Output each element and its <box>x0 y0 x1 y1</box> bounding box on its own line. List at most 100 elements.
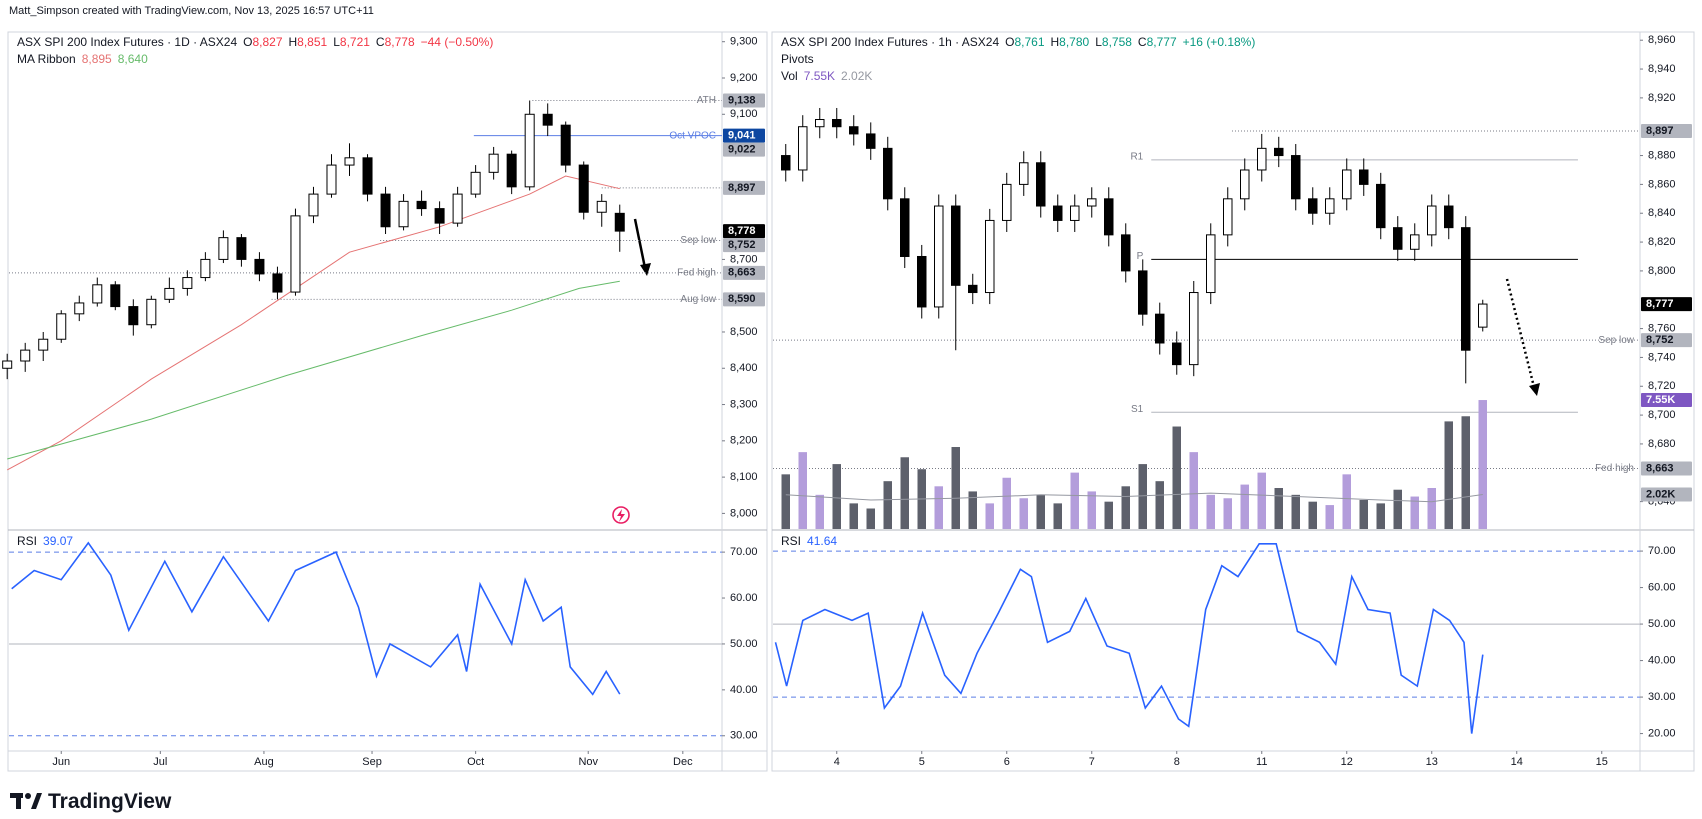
candle-body <box>781 155 791 171</box>
candle-body <box>398 200 409 228</box>
candle-body <box>20 349 31 362</box>
chart-title: ASX SPI 200 Index Futures · 1h · ASX24 <box>781 35 1000 49</box>
candle-body <box>968 284 978 294</box>
price-badge-box <box>723 180 765 195</box>
annotation-arrow <box>1505 278 1540 396</box>
ohlc: C8,777 <box>1138 35 1177 49</box>
candle-body <box>1376 183 1386 229</box>
y-tick-label: 8,700 <box>730 253 758 265</box>
volume-bar <box>1223 498 1232 529</box>
volume-bar <box>1121 486 1130 529</box>
candle-body <box>1206 234 1216 294</box>
candle-body <box>1155 313 1165 344</box>
price-badge: 8,752 <box>1641 333 1692 348</box>
ohlc: L8,721 <box>333 35 370 49</box>
ohlc-key: L <box>333 35 340 49</box>
candle-body <box>2 360 13 369</box>
ohlc-value: 8,721 <box>339 35 370 49</box>
candle-body <box>1087 198 1097 207</box>
y-tick-label: 9,100 <box>730 108 758 120</box>
ohlc-key: L <box>1095 35 1102 49</box>
price-badge-label: 9,138 <box>728 94 756 106</box>
candle-body <box>883 147 893 200</box>
volume-bar <box>1240 484 1249 529</box>
level-label: ATH <box>697 95 716 106</box>
rsi-y-tick-label: 60.00 <box>730 592 758 604</box>
rsi-name: RSI <box>781 534 802 548</box>
header-line: Pivots <box>781 51 1261 68</box>
brand: TradingView <box>48 790 172 813</box>
ohlc-key: H <box>1050 35 1060 49</box>
candle-body <box>1223 198 1233 236</box>
candle-body <box>596 200 607 213</box>
volume-bar <box>1053 503 1062 529</box>
candle-body <box>308 193 319 217</box>
volume-bar <box>832 464 841 529</box>
pane-frame <box>771 31 1695 772</box>
volume-bar <box>951 447 960 529</box>
candle-body <box>934 205 944 308</box>
volume-bar <box>1036 494 1045 529</box>
ohlc-key: O <box>1005 35 1015 49</box>
y-tick-label: 8,700 <box>1648 409 1676 421</box>
level-label: Sep low <box>680 235 716 246</box>
candle-body <box>146 298 157 326</box>
x-tick-label: 4 <box>834 756 840 768</box>
y-tick-label: 8,100 <box>730 471 758 483</box>
x-tick-label: Jun <box>52 756 70 768</box>
ohlc-value: 8,827 <box>252 35 283 49</box>
volume-bar <box>883 481 892 529</box>
header-line: ASX SPI 200 Index Futures · 1h · ASX24 O8… <box>781 34 1261 51</box>
volume-bar <box>1393 489 1402 529</box>
candle-body <box>506 153 517 188</box>
candle-body <box>362 157 373 195</box>
ohlc-value: 8,780 <box>1059 35 1090 49</box>
x-tick-label: 13 <box>1426 756 1438 768</box>
volume-bar <box>985 503 994 529</box>
volume-ma-value: 2.02K <box>841 69 873 83</box>
candle-body <box>798 126 808 171</box>
rsi-value: 41.64 <box>807 534 838 548</box>
volume-ma-line <box>785 492 1483 503</box>
volume-bar <box>1478 400 1487 529</box>
rsi-y-tick-label: 40.00 <box>730 684 758 696</box>
candle-body <box>1257 147 1267 171</box>
candle-body <box>578 164 589 213</box>
ohlc: O8,761 <box>1005 35 1044 49</box>
candle-body <box>1240 169 1250 200</box>
candle-body <box>1104 198 1114 236</box>
price-badge-box <box>723 93 765 108</box>
candle-body <box>614 212 625 232</box>
volume-bar <box>900 457 909 529</box>
price-badge-box <box>723 142 765 157</box>
y-tick-label: 8,820 <box>1648 236 1676 248</box>
y-tick-label: 8,400 <box>730 362 758 374</box>
chart-header: ASX SPI 200 Index Futures · 1D · ASX24 O8… <box>17 34 499 68</box>
pivots-name: Pivots <box>781 52 814 66</box>
price-badge: 2.02K <box>1641 487 1692 502</box>
candle-body <box>1002 183 1012 221</box>
candle-body <box>1308 198 1318 214</box>
pane-frame <box>7 31 768 772</box>
x-tick-label: Aug <box>254 756 274 768</box>
candle-body <box>849 126 859 135</box>
candle-body <box>1461 227 1471 351</box>
ohlc-key: C <box>375 35 385 49</box>
price-badge-box <box>723 224 765 239</box>
price-badge-label: 8,590 <box>728 293 756 305</box>
candle-body <box>1444 205 1454 229</box>
candle-body <box>1138 270 1148 315</box>
alert-icon[interactable] <box>612 506 630 524</box>
volume-bar <box>1019 498 1028 529</box>
volume-bar <box>1325 505 1334 529</box>
volume-bar <box>1172 426 1181 529</box>
candle-body <box>1070 205 1080 221</box>
candle-body <box>380 193 391 228</box>
volume-bar <box>1257 472 1266 529</box>
volume-bar <box>1291 494 1300 529</box>
ohlc: H8,780 <box>1051 35 1090 49</box>
rsi-line <box>774 543 1484 734</box>
level-label: Sep low <box>1598 335 1634 346</box>
ma-line <box>6 175 620 471</box>
